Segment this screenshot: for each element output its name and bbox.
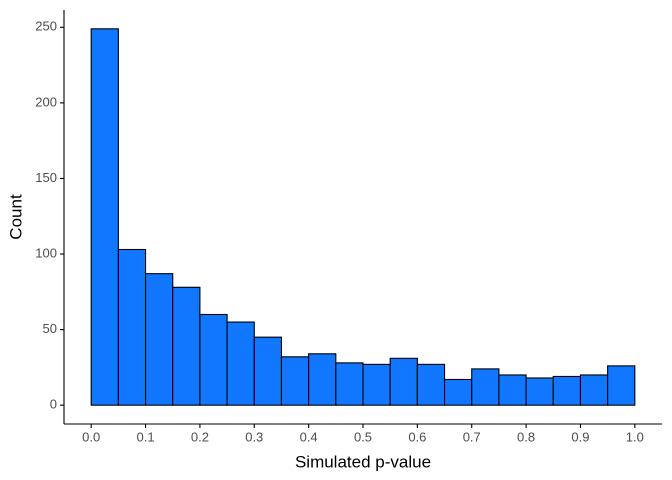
y-tick-label: 100 (35, 245, 57, 260)
bar (471, 368, 500, 406)
x-tick-label: 0.7 (463, 429, 481, 444)
x-tick-label: 0.9 (571, 429, 589, 444)
bar (172, 286, 201, 406)
bar (226, 321, 255, 406)
bar (253, 336, 283, 406)
y-tick-label: 0 (50, 397, 57, 412)
bar (117, 248, 147, 406)
x-tick-label: 1.0 (626, 429, 644, 444)
bar (607, 365, 636, 406)
y-tick-label: 150 (35, 170, 57, 185)
bar (335, 362, 364, 406)
bar (443, 378, 473, 406)
bar (308, 353, 337, 406)
bar (389, 357, 418, 406)
x-axis-title: Simulated p-value (295, 452, 431, 471)
bar (199, 313, 228, 406)
bar (579, 374, 609, 406)
x-tick-label: 0.1 (137, 429, 155, 444)
x-tick-label: 0.8 (517, 429, 535, 444)
x-tick-label: 0.3 (245, 429, 263, 444)
bar (362, 363, 391, 406)
bar (280, 356, 310, 406)
y-tick-label: 50 (43, 321, 57, 336)
y-tick-label: 250 (35, 19, 57, 34)
x-tick-label: 0.6 (408, 429, 426, 444)
x-tick-label: 0.2 (191, 429, 209, 444)
y-axis-title: Count (6, 194, 25, 240)
bar (90, 28, 119, 406)
x-tick-label: 0.4 (300, 429, 318, 444)
bar (144, 273, 174, 406)
bar (552, 375, 582, 406)
bar (525, 377, 554, 406)
y-tick-label: 200 (35, 94, 57, 109)
x-tick-label: 0.5 (354, 429, 372, 444)
bar (416, 363, 446, 406)
x-tick-label: 0.0 (82, 429, 100, 444)
bar (498, 374, 527, 406)
